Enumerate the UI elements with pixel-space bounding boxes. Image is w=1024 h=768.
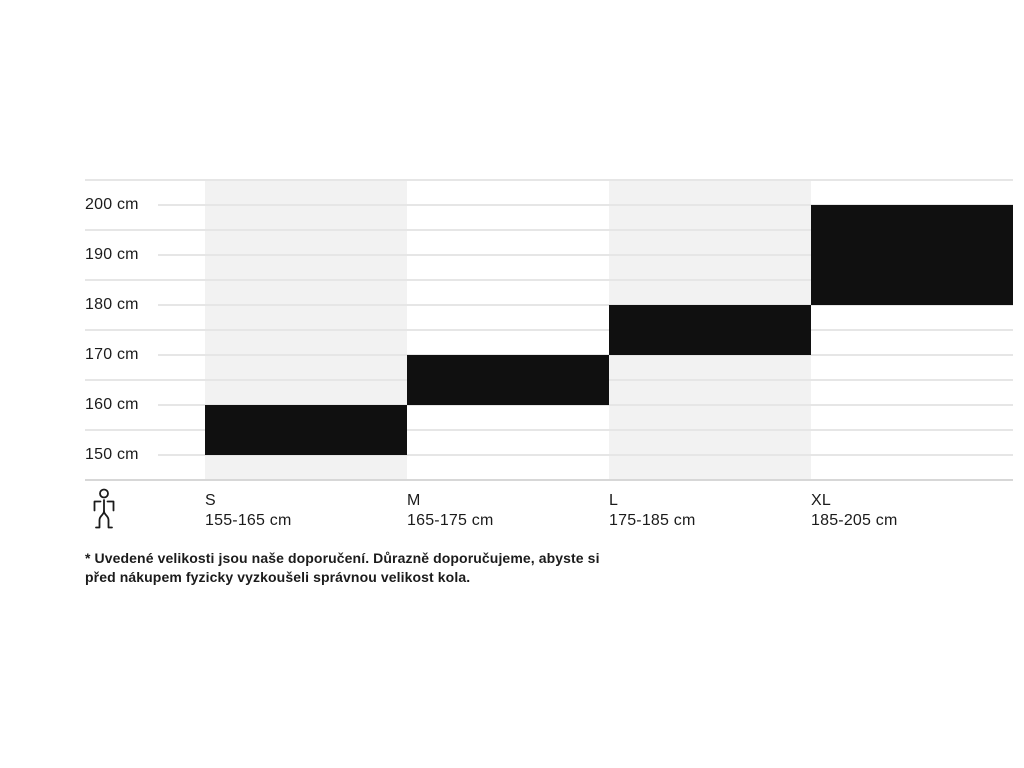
gridline-155cm bbox=[85, 429, 1013, 431]
size-chart-footnote: * Uvedené velikosti jsou naše doporučení… bbox=[85, 549, 600, 587]
size-range-s: 155-165 cm bbox=[205, 512, 292, 529]
gridline-190cm bbox=[158, 254, 1013, 256]
footnote-line-1: * Uvedené velikosti jsou naše doporučení… bbox=[85, 550, 600, 566]
gridline-160cm bbox=[158, 404, 1013, 406]
size-label-m: M 165-175 cm bbox=[407, 491, 494, 531]
y-axis-label-150cm: 150 cm bbox=[85, 445, 153, 465]
gridline-195cm bbox=[85, 229, 1013, 231]
size-range-xl: 185-205 cm bbox=[811, 512, 898, 529]
size-range-l: 175-185 cm bbox=[609, 512, 696, 529]
size-label-s: S 155-165 cm bbox=[205, 491, 292, 531]
size-chart: 200 cm 190 cm 180 cm 170 cm 160 cm 150 cm bbox=[85, 179, 1013, 481]
y-axis-label-170cm: 170 cm bbox=[85, 345, 153, 365]
size-bar-l bbox=[609, 305, 811, 355]
person-height-icon bbox=[90, 488, 118, 535]
size-bar-s bbox=[205, 405, 407, 455]
footnote-line-2: před nákupem fyzicky vyzkoušeli správnou… bbox=[85, 569, 471, 585]
size-label-xl: XL 185-205 cm bbox=[811, 491, 898, 531]
size-bar-m bbox=[407, 355, 609, 405]
gridline-145cm bbox=[85, 479, 1013, 481]
gridline-180cm bbox=[158, 304, 1013, 306]
size-name-s: S bbox=[205, 492, 216, 509]
size-name-l: L bbox=[609, 492, 619, 509]
size-name-xl: XL bbox=[811, 492, 831, 509]
y-axis-label-180cm: 180 cm bbox=[85, 295, 153, 315]
gridline-185cm bbox=[85, 279, 1013, 281]
size-label-l: L 175-185 cm bbox=[609, 491, 696, 531]
y-axis-label-190cm: 190 cm bbox=[85, 245, 153, 265]
gridline-175cm bbox=[85, 329, 1013, 331]
size-range-m: 165-175 cm bbox=[407, 512, 494, 529]
gridline-205cm bbox=[85, 179, 1013, 181]
size-bar-xl bbox=[811, 205, 1013, 305]
y-axis-label-160cm: 160 cm bbox=[85, 395, 153, 415]
y-axis-label-200cm: 200 cm bbox=[85, 195, 153, 215]
gridline-150cm bbox=[158, 454, 1013, 456]
size-name-m: M bbox=[407, 492, 421, 509]
gridline-200cm bbox=[158, 204, 1013, 206]
